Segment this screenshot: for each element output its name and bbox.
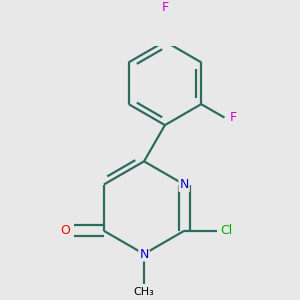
Text: N: N [139, 248, 149, 260]
Text: CH₃: CH₃ [134, 287, 154, 297]
Text: N: N [179, 178, 189, 191]
Text: O: O [61, 224, 70, 237]
Text: F: F [229, 111, 236, 124]
Text: Cl: Cl [220, 224, 232, 237]
Text: F: F [161, 1, 169, 13]
